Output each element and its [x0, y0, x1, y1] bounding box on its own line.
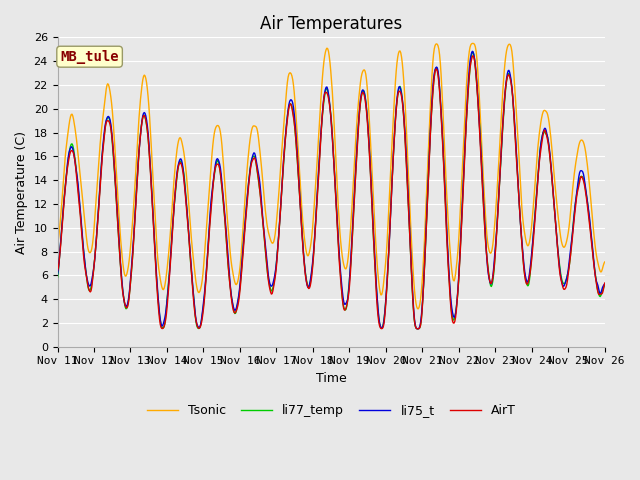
Line: Tsonic: Tsonic [58, 43, 605, 309]
li77_temp [204, 242, 212, 248]
li77_temp [54, 275, 61, 280]
Line: li75_t: li75_t [58, 51, 605, 329]
Y-axis label: Air Temperature (C): Air Temperature (C) [15, 131, 28, 253]
li77_temp [175, 159, 183, 165]
AirT [63, 165, 71, 171]
AirT [469, 53, 477, 59]
li75_t [601, 281, 609, 287]
Tsonic [397, 54, 405, 60]
AirT [204, 243, 212, 249]
li75_t [175, 158, 183, 164]
AirT [415, 326, 422, 332]
li75_t [468, 48, 476, 54]
Line: li77_temp: li77_temp [58, 52, 605, 329]
AirT [54, 268, 61, 274]
Tsonic [601, 259, 609, 265]
li77_temp [413, 326, 421, 332]
Tsonic [54, 240, 61, 246]
li75_t [54, 272, 61, 277]
Title: Air Temperatures: Air Temperatures [260, 15, 403, 33]
Line: AirT: AirT [58, 56, 605, 329]
Legend: Tsonic, li77_temp, li75_t, AirT: Tsonic, li77_temp, li75_t, AirT [141, 399, 520, 422]
li75_t [397, 91, 405, 97]
li75_t [120, 296, 127, 301]
li75_t [415, 326, 422, 332]
Tsonic [175, 135, 183, 141]
li77_temp [469, 49, 477, 55]
Text: MB_tule: MB_tule [60, 50, 119, 64]
AirT [413, 326, 421, 332]
li77_temp [415, 326, 422, 332]
Tsonic [413, 306, 421, 312]
AirT [397, 94, 405, 99]
Tsonic [204, 202, 212, 208]
li77_temp [63, 163, 71, 169]
li75_t [204, 240, 212, 246]
Tsonic [63, 134, 71, 140]
li75_t [63, 161, 71, 167]
AirT [120, 296, 127, 301]
li77_temp [601, 283, 609, 288]
Tsonic [469, 40, 477, 46]
Tsonic [415, 306, 422, 312]
AirT [601, 280, 609, 286]
Tsonic [120, 267, 127, 273]
li75_t [413, 326, 421, 332]
AirT [175, 161, 183, 167]
li77_temp [120, 296, 127, 301]
li77_temp [397, 90, 405, 96]
X-axis label: Time: Time [316, 372, 346, 385]
